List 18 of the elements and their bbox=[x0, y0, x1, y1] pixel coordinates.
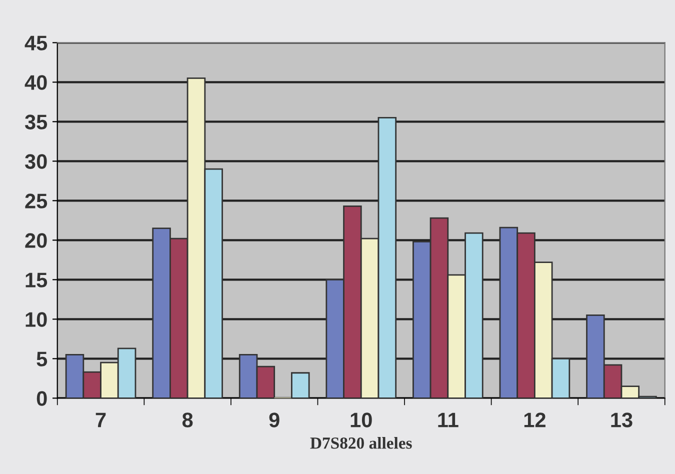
y-tick-label: 5 bbox=[36, 352, 48, 366]
x-tick-label: 9 bbox=[269, 412, 280, 428]
y-tick-label: 25 bbox=[25, 194, 48, 208]
y-tick-label: 35 bbox=[24, 114, 48, 130]
x-tick-label: 7 bbox=[96, 412, 106, 428]
x-tick-label: 11 bbox=[438, 412, 458, 428]
x-tick-label: 13 bbox=[611, 412, 632, 428]
y-tick-label: 10 bbox=[26, 312, 47, 327]
y-tick-label: 45 bbox=[24, 36, 48, 50]
x-tick-label: 8 bbox=[182, 412, 193, 428]
y-tick-label: 30 bbox=[24, 154, 47, 169]
y-tick-label: 20 bbox=[25, 233, 47, 248]
x-axis-title: D7S820 alleles bbox=[310, 437, 412, 449]
x-tick-label: 10 bbox=[350, 412, 372, 428]
y-tick-label: 40 bbox=[24, 75, 47, 90]
y-tick-label: 15 bbox=[26, 272, 48, 288]
y-tick-label: 0 bbox=[36, 391, 47, 406]
x-tick-label: 12 bbox=[524, 412, 546, 428]
